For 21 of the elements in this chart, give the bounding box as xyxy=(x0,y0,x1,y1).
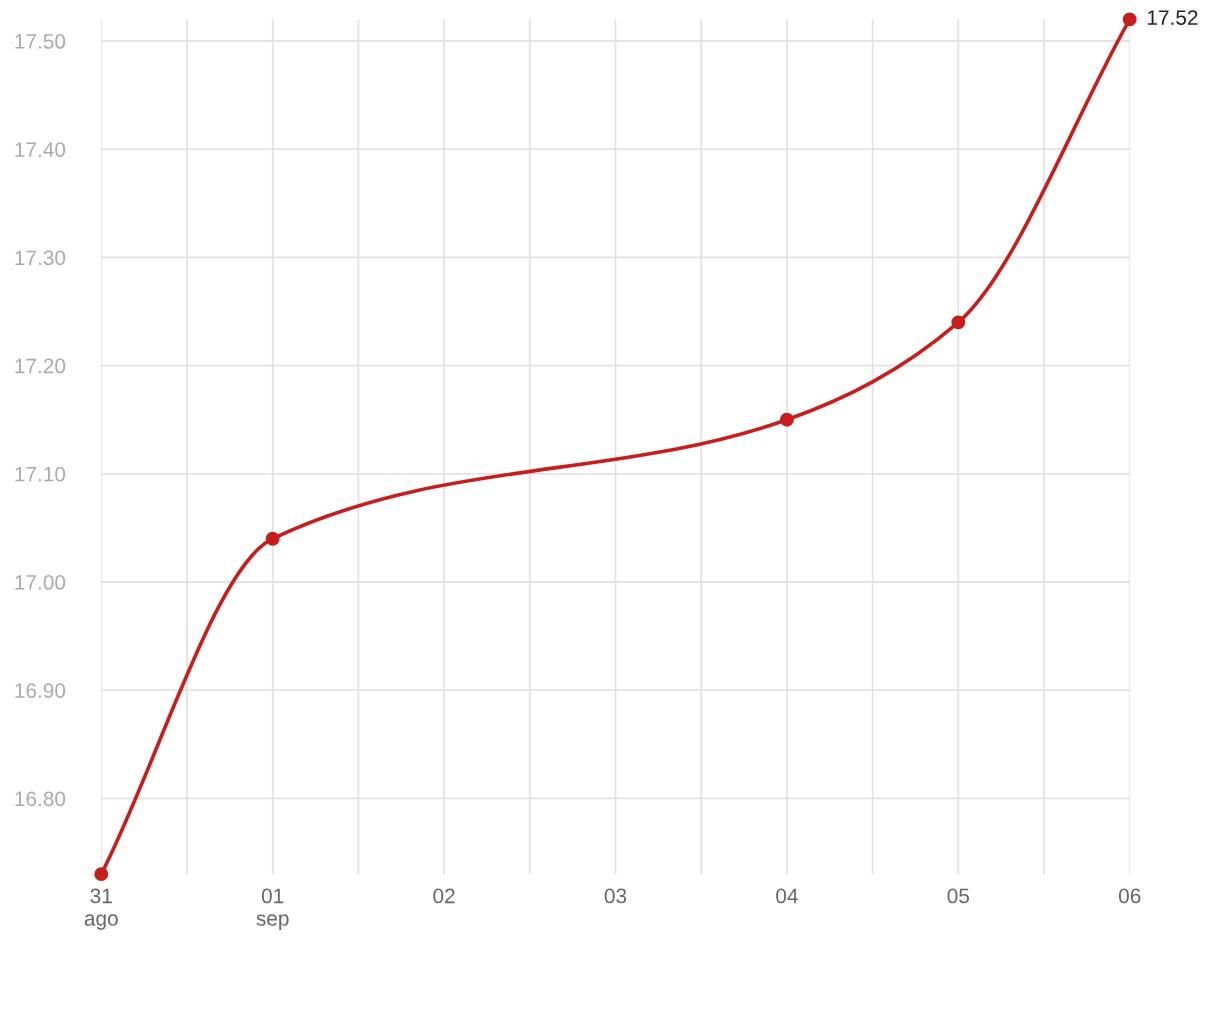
y-tick-label: 17.50 xyxy=(15,34,66,49)
x-tick-label: 06 xyxy=(1118,888,1141,904)
x-tick-label: 02 xyxy=(433,888,455,904)
point xyxy=(1122,12,1137,27)
y-tick-label: 17.00 xyxy=(15,575,66,590)
data-label: 17.52 xyxy=(1147,10,1198,25)
x-tick-label: 01 sep xyxy=(256,888,289,930)
y-tick-label: 16.80 xyxy=(15,791,66,807)
x-tick-label: 04 xyxy=(776,888,798,904)
point xyxy=(265,531,280,546)
point xyxy=(951,315,966,330)
x-tick-label: 03 xyxy=(604,888,627,904)
y-tick-label: 17.20 xyxy=(15,358,66,374)
point xyxy=(779,412,794,427)
y-tick-label: 17.30 xyxy=(15,250,66,266)
y-tick-label: 16.90 xyxy=(15,683,66,698)
y-tick-label: 17.10 xyxy=(15,466,66,482)
x-tick-label: 05 xyxy=(947,888,970,904)
point xyxy=(94,867,109,882)
x-tick-label: 31 ago xyxy=(84,888,118,930)
y-tick-label: 17.40 xyxy=(15,142,66,157)
